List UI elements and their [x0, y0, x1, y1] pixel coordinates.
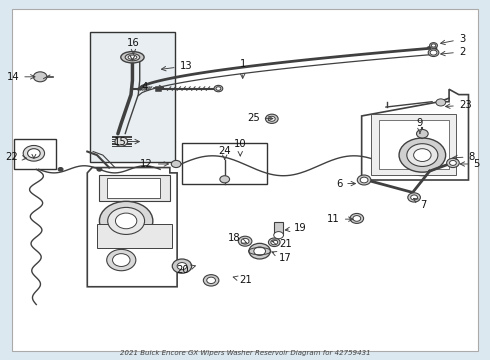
Text: 6: 6 — [336, 179, 355, 189]
Circle shape — [407, 144, 438, 166]
Text: 17: 17 — [272, 252, 292, 262]
Circle shape — [172, 259, 192, 273]
Text: 19: 19 — [285, 223, 306, 233]
Text: 21: 21 — [233, 275, 252, 285]
Text: 20: 20 — [176, 265, 196, 275]
Ellipse shape — [431, 44, 436, 47]
Polygon shape — [87, 167, 177, 287]
Circle shape — [350, 213, 364, 224]
Text: 25: 25 — [247, 113, 273, 123]
Ellipse shape — [128, 55, 137, 59]
Bar — [274, 222, 283, 235]
Bar — [90, 32, 175, 162]
Text: 12: 12 — [140, 159, 169, 169]
Circle shape — [27, 149, 40, 158]
Circle shape — [107, 249, 136, 271]
Text: 9: 9 — [416, 118, 423, 134]
Bar — [371, 114, 456, 175]
Circle shape — [399, 138, 446, 172]
Ellipse shape — [216, 87, 221, 90]
Text: 3: 3 — [441, 34, 465, 45]
Circle shape — [274, 231, 284, 239]
Bar — [182, 143, 267, 184]
Circle shape — [241, 238, 249, 244]
Circle shape — [254, 247, 266, 256]
Circle shape — [353, 216, 361, 221]
Circle shape — [99, 201, 153, 240]
Text: 13: 13 — [161, 61, 192, 71]
Text: 11: 11 — [327, 214, 353, 224]
Ellipse shape — [430, 42, 438, 48]
Circle shape — [269, 116, 275, 121]
Circle shape — [360, 177, 368, 183]
Text: 7: 7 — [414, 198, 426, 210]
Circle shape — [23, 145, 45, 161]
Text: 4: 4 — [142, 82, 164, 93]
Circle shape — [447, 158, 459, 167]
Text: 5: 5 — [460, 159, 480, 169]
Text: 8: 8 — [453, 152, 475, 162]
Text: 2021 Buick Encore GX Wipers Washer Reservoir Diagram for 42759431: 2021 Buick Encore GX Wipers Washer Reser… — [120, 350, 370, 356]
Text: 18: 18 — [228, 233, 246, 243]
Circle shape — [108, 207, 145, 234]
Bar — [379, 120, 449, 169]
Bar — [14, 139, 56, 169]
Circle shape — [357, 175, 371, 185]
Text: 10: 10 — [234, 139, 246, 156]
Circle shape — [220, 176, 230, 183]
Circle shape — [113, 254, 130, 266]
Circle shape — [416, 130, 428, 138]
Polygon shape — [362, 89, 468, 180]
Circle shape — [266, 114, 278, 123]
Ellipse shape — [214, 85, 223, 92]
Ellipse shape — [121, 51, 144, 63]
Text: 21: 21 — [272, 239, 292, 249]
Ellipse shape — [428, 49, 439, 57]
Text: 14: 14 — [7, 72, 35, 82]
Circle shape — [411, 195, 417, 200]
Bar — [99, 175, 170, 201]
Circle shape — [58, 167, 63, 171]
Text: 2: 2 — [441, 47, 465, 57]
Circle shape — [269, 238, 280, 247]
Circle shape — [97, 167, 102, 171]
Text: 24: 24 — [219, 146, 231, 159]
Circle shape — [249, 243, 270, 259]
Circle shape — [449, 161, 456, 165]
Circle shape — [436, 99, 446, 106]
Bar — [107, 178, 160, 198]
Circle shape — [414, 149, 431, 162]
Circle shape — [271, 240, 278, 245]
Text: 23: 23 — [445, 100, 471, 110]
Circle shape — [238, 236, 252, 246]
Ellipse shape — [430, 50, 437, 55]
Circle shape — [116, 213, 137, 229]
Text: 1: 1 — [240, 59, 246, 78]
Bar — [97, 225, 172, 248]
Circle shape — [33, 72, 47, 82]
Text: 15: 15 — [113, 136, 139, 147]
Circle shape — [177, 262, 187, 270]
Ellipse shape — [125, 54, 140, 61]
Circle shape — [207, 277, 216, 284]
Circle shape — [172, 161, 181, 167]
Circle shape — [408, 193, 420, 202]
Circle shape — [203, 275, 219, 286]
Text: 22: 22 — [5, 152, 26, 162]
Text: 16: 16 — [127, 38, 140, 54]
Circle shape — [115, 137, 127, 146]
